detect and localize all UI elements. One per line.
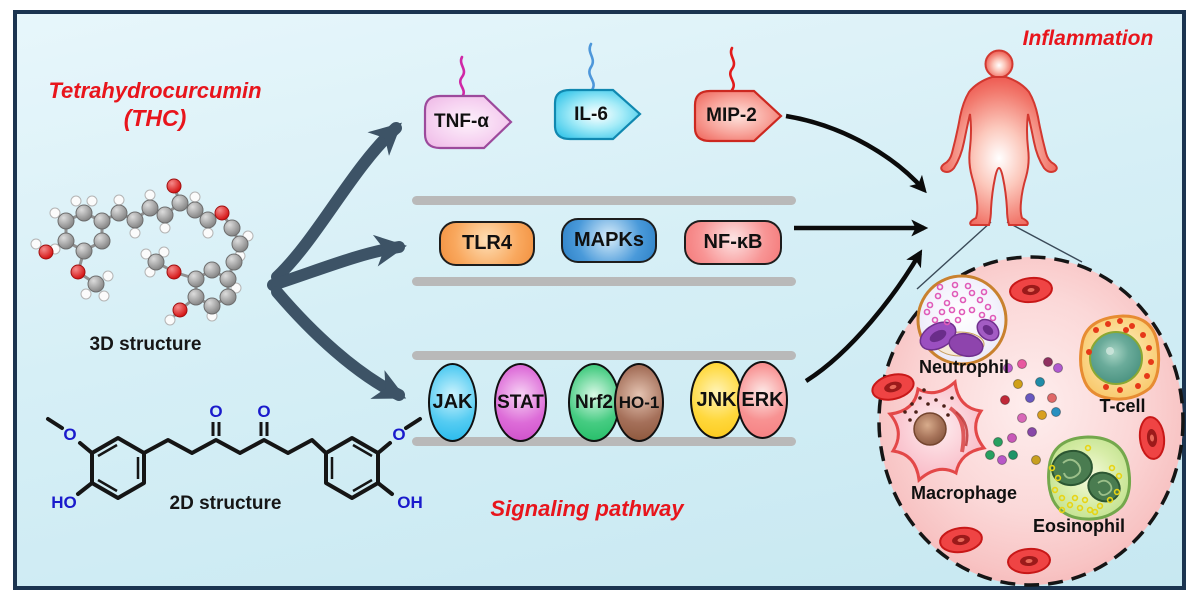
molecule-label: ERK	[741, 388, 784, 411]
cytokine-dots	[985, 357, 1063, 465]
membrane-bar-2	[412, 277, 796, 286]
structure-2d-label: 2D structure	[169, 493, 282, 514]
atom-label: O	[209, 402, 222, 421]
molecule-3d-structure	[30, 178, 254, 326]
arrow-to-membrane	[267, 234, 407, 291]
membrane-bar-3	[412, 351, 796, 360]
protein-tlr4: TLR4	[439, 221, 535, 266]
neutrophil-cell	[916, 274, 1008, 366]
mip2-badge-shape	[693, 89, 783, 143]
cytokine-label: TNF-α	[434, 111, 489, 132]
cytokine-label: IL-6	[574, 103, 608, 125]
protein-mapks: MAPKs	[561, 218, 657, 263]
compound-abbreviation: (THC)	[123, 105, 187, 131]
protein-label: TLR4	[462, 232, 512, 254]
molecule-nrf2: Nrf2	[568, 363, 620, 442]
t-cell-label: T-cell	[1099, 396, 1146, 416]
atom-label: O	[63, 425, 76, 444]
compound-title: Tetrahydrocurcumin	[48, 78, 262, 103]
tnf-squiggle-icon	[459, 55, 466, 99]
eosinophil-cell	[1047, 435, 1131, 521]
molecule-label: JAK	[432, 391, 473, 413]
molecule-label: Nrf2	[574, 391, 613, 413]
signaling-pathway-label: Signaling pathway	[490, 496, 684, 521]
tnf-badge-shape	[423, 94, 513, 150]
zoom-line-left	[916, 221, 992, 290]
arrow-erk-to-human	[804, 249, 923, 383]
zoom-line-right	[1006, 221, 1083, 263]
atom-label: OH	[397, 493, 423, 512]
cytokine-il6: IL-6	[551, 88, 643, 141]
membrane-bar-4	[412, 437, 796, 446]
il6-badge-shape	[553, 88, 642, 141]
molecule-jnk: JNK	[690, 361, 743, 439]
mip2-squiggle-icon	[729, 46, 736, 92]
arrow-mip2-to-human	[785, 113, 927, 194]
inflammation-arrows	[785, 113, 929, 383]
molecule-stat: STAT	[494, 363, 547, 442]
molecule-label: JNK	[696, 388, 737, 411]
molecule-ho1: HO-1	[614, 363, 664, 442]
human-figure	[940, 49, 1058, 226]
macrophage-label: Macrophage	[910, 483, 1018, 503]
protein-label: MAPKs	[573, 229, 644, 251]
arrow-to-cytokines	[271, 122, 402, 283]
molecule-jak: JAK	[428, 363, 477, 442]
molecule-erk: ERK	[737, 361, 788, 439]
il6-squiggle-icon	[588, 42, 595, 92]
eosinophil-label: Eosinophil	[1033, 516, 1125, 536]
protein-nfkb: NF-κB	[684, 220, 782, 265]
cytokine-label: MIP-2	[706, 105, 757, 126]
red-blood-cells	[871, 276, 1166, 575]
inflammation-label: Inflammation	[1022, 27, 1154, 50]
molecule-label: STAT	[497, 391, 544, 413]
t-cell	[1079, 314, 1161, 401]
atom-label: O	[257, 402, 270, 421]
macrophage-cell	[887, 378, 987, 484]
neutrophil-label: Neutrophil	[919, 357, 1009, 377]
thc-effect-arrows	[267, 122, 407, 401]
structure-3d-label: 3D structure	[89, 334, 202, 355]
cytokine-mip2: MIP-2	[691, 89, 784, 143]
molecule-label: HO-1	[618, 392, 660, 412]
membrane-bar-1	[412, 196, 796, 205]
protein-label: NF-κB	[703, 231, 763, 253]
cytokine-tnf-alpha: TNF-α	[421, 94, 514, 150]
molecule-2d-structure: O O O HO O OH	[46, 402, 423, 512]
arrow-to-kinases	[271, 286, 407, 401]
atom-label: HO	[51, 493, 77, 512]
atom-label: O	[392, 425, 405, 444]
